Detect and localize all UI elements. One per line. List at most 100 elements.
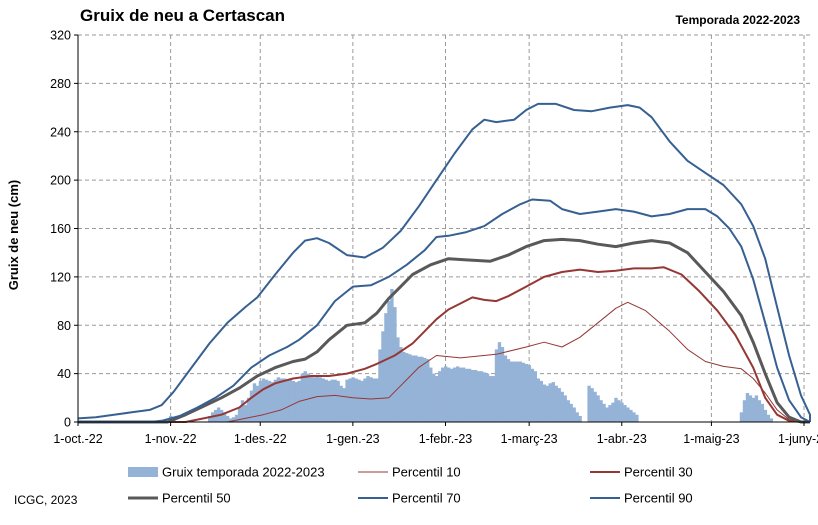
season-bar [381,331,385,422]
season-bar [225,415,230,422]
season-bar [751,397,756,422]
season-bar [372,378,376,422]
season-bar [276,377,281,422]
season-bar [243,405,248,422]
season-bar [207,415,212,422]
season-bar [742,400,747,422]
season-bar [446,367,451,422]
season-bar [521,362,526,422]
season-bar [264,379,269,422]
season-bar [470,369,475,422]
season-bar [342,388,346,422]
season-bar [249,390,254,422]
season-bar [614,397,618,422]
season-bar [766,414,771,422]
season-bar [258,380,263,422]
season-bar [246,397,251,422]
season-bar [488,376,493,422]
season-bar [485,373,490,422]
legend-label: Percentil 50 [162,491,231,506]
legend-label: Percentil 10 [392,465,461,480]
season-bar [303,371,307,422]
season-bar [769,418,774,422]
legend-label: Gruix temporada 2022-2023 [162,465,325,480]
season-bar [309,376,313,422]
season-bar [757,400,762,422]
season-bar [444,366,448,422]
season-bar [476,371,481,422]
y-tick-label: 160 [50,222,71,236]
season-bar [545,385,549,422]
season-bar [482,372,487,422]
season-bar [255,385,260,422]
legend-swatch [128,467,158,477]
series-line-percentil-10 [78,301,810,423]
season-bar [321,378,325,422]
season-bar [432,373,436,422]
season-bar [452,367,457,422]
season-bar [596,395,600,422]
season-bar [315,376,319,422]
season-bar [461,367,466,422]
season-bar [417,356,421,422]
season-bar [617,400,621,422]
season-bar [279,378,284,422]
season-bar [491,376,496,422]
season-bar [336,380,340,422]
season-bar [378,349,382,422]
season-bar [252,383,257,422]
season-bar [455,366,460,422]
season-bar [464,368,469,422]
season-bar [620,402,624,422]
y-tick-label: 240 [50,125,71,139]
season-bar [632,412,636,422]
y-tick-labels: 0 40 80 120 160 200 240 280 320 [50,29,71,430]
x-tick-labels: 1-oct.-22 1-nov.-22 1-des.-22 1-gen.-23 1-fe… [53,432,818,446]
season-bar [467,368,472,422]
season-bar [351,377,355,422]
season-bar [524,363,529,422]
season-bar [602,403,606,422]
season-bar [509,361,514,422]
season-bar [390,288,394,422]
season-bar [599,400,603,422]
season-bar [234,414,239,422]
season-bar [312,377,316,422]
y-tick-label: 120 [50,270,71,284]
season-bar [369,377,373,422]
season-bar [494,349,499,422]
season-bar [587,385,591,422]
season-bar [426,359,430,422]
axes [74,34,810,426]
season-bar [357,379,361,422]
x-tick-label: 1-des.-22 [234,432,287,446]
season-bar [285,379,290,422]
season-bar [399,347,403,422]
y-tick-label: 280 [50,77,71,91]
season-bar [441,367,445,422]
season-bar [231,417,236,422]
season-bar [611,402,615,422]
season-bar [626,407,630,422]
x-tick-label: 1-oct.-22 [53,432,102,446]
source-credit: ICGC, 2023 [14,493,78,507]
x-tick-label: 1-abr.-23 [597,432,647,446]
season-bar [375,378,379,422]
season-bar [396,337,400,422]
y-tick-label: 80 [57,319,71,333]
season-bar [405,353,409,422]
season-bar [354,378,358,422]
season-bar [533,371,538,422]
legend-label: Percentil 30 [624,465,693,480]
season-bar [500,347,505,422]
season-bar [393,307,397,422]
season-bar [288,379,293,422]
season-bar [593,391,597,422]
season-bar [423,357,427,422]
season-bar [512,361,517,422]
season-bar [560,391,564,422]
season-bar [363,378,367,422]
x-tick-label: 1-nov.-22 [145,432,197,446]
season-bar [327,380,331,422]
